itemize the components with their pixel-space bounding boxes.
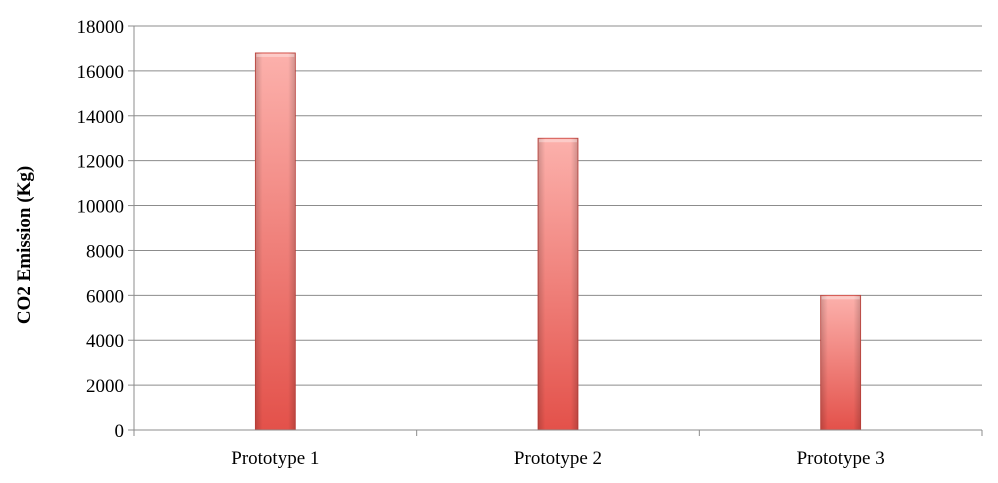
y-tick-label: 8000 xyxy=(86,241,124,262)
bar-shading xyxy=(820,295,861,430)
y-tick-label: 4000 xyxy=(86,331,124,352)
bar-highlight xyxy=(821,296,860,300)
y-tick-label: 2000 xyxy=(86,376,124,397)
y-tick-label: 16000 xyxy=(77,62,125,83)
axes xyxy=(133,26,983,436)
y-tick-label: 6000 xyxy=(86,286,124,307)
y-axis-title: CO2 Emission (Kg) xyxy=(14,166,35,324)
bar xyxy=(254,52,296,431)
bar-shading xyxy=(255,52,296,430)
x-tick-label: Prototype 2 xyxy=(514,448,602,469)
y-tick-label: 14000 xyxy=(77,107,125,128)
y-tick-label: 0 xyxy=(115,421,125,442)
bar-highlight xyxy=(539,139,577,143)
bar-shading xyxy=(538,138,578,430)
bar-highlight xyxy=(256,53,295,57)
y-tick-labels: 0 2000 4000 6000 8000 10000 12000 14000 16000 180… xyxy=(77,17,125,442)
y-tick-label: 12000 xyxy=(77,152,125,173)
bar xyxy=(820,294,862,431)
bars xyxy=(254,52,862,431)
y-tick-label: 10000 xyxy=(77,197,125,218)
x-tick-labels: Prototype 1 Prototype 2 Prototype 3 xyxy=(231,448,884,469)
x-tick-label: Prototype 1 xyxy=(231,448,319,469)
bar xyxy=(537,137,579,431)
y-tick-label: 18000 xyxy=(77,17,125,38)
x-tick-label: Prototype 3 xyxy=(797,448,885,469)
